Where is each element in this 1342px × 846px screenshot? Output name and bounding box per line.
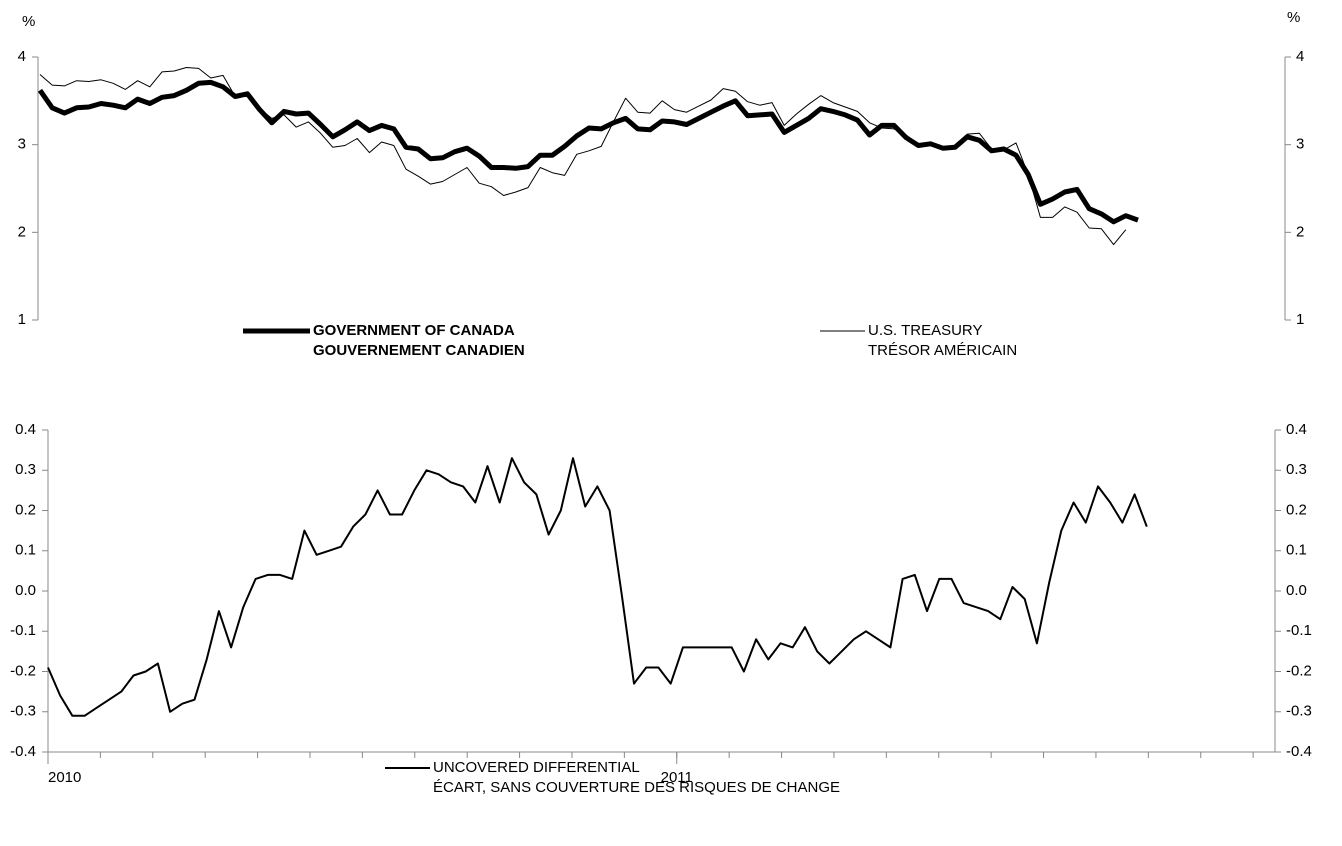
legend-label: TRÉSOR AMÉRICAIN <box>868 342 1017 359</box>
legend-label: ÉCART, SANS COUVERTURE DES RISQUES DE CH… <box>433 779 840 796</box>
legend-label: U.S. TREASURY <box>868 322 982 339</box>
y-tick-label: 3 <box>18 136 26 153</box>
y2-tick-label: -0.3 <box>1286 703 1312 720</box>
y2-tick-label: 0.2 <box>1286 501 1307 518</box>
y-tick-label: 2 <box>18 223 26 240</box>
y2-tick-label: 0.4 <box>1286 421 1307 438</box>
y2-tick-label: -0.2 <box>1286 662 1312 679</box>
y-tick-label: 0.1 <box>15 542 36 559</box>
series-line <box>37 79 1139 225</box>
y-axis-label: % <box>22 13 35 30</box>
y2-tick-label: -0.1 <box>1286 622 1312 639</box>
y-tick-label: 0.0 <box>15 582 36 599</box>
y2-tick-label: 2 <box>1296 223 1304 240</box>
series-line <box>39 67 1127 246</box>
y-tick-label: 0.3 <box>15 461 36 478</box>
legend-label: GOVERNMENT OF CANADA <box>313 322 515 339</box>
y2-tick-label: 4 <box>1296 48 1304 65</box>
y2-tick-label: 0.1 <box>1286 542 1307 559</box>
x-tick-label: 2010 <box>48 769 81 786</box>
y2-tick-label: 3 <box>1296 136 1304 153</box>
y-tick-label: 0.2 <box>15 501 36 518</box>
y-tick-label: -0.3 <box>10 703 36 720</box>
y2-tick-label: -0.4 <box>1286 743 1312 760</box>
y2-tick-label: 1 <box>1296 311 1304 328</box>
y-tick-label: -0.1 <box>10 622 36 639</box>
x-tick-label: 2011 <box>661 769 693 786</box>
legend-label: GOUVERNEMENT CANADIEN <box>313 342 525 359</box>
y-tick-label: 4 <box>18 48 26 65</box>
y-tick-label: 0.4 <box>15 421 36 438</box>
y-tick-label: -0.2 <box>10 662 36 679</box>
series-line <box>47 457 1148 717</box>
y2-axis-label: % <box>1287 9 1300 26</box>
y-tick-label: 1 <box>18 311 26 328</box>
y2-tick-label: 0.0 <box>1286 582 1307 599</box>
y-tick-label: -0.4 <box>10 743 36 760</box>
y2-tick-label: 0.3 <box>1286 461 1307 478</box>
legend-label: UNCOVERED DIFFERENTIAL <box>433 759 640 776</box>
